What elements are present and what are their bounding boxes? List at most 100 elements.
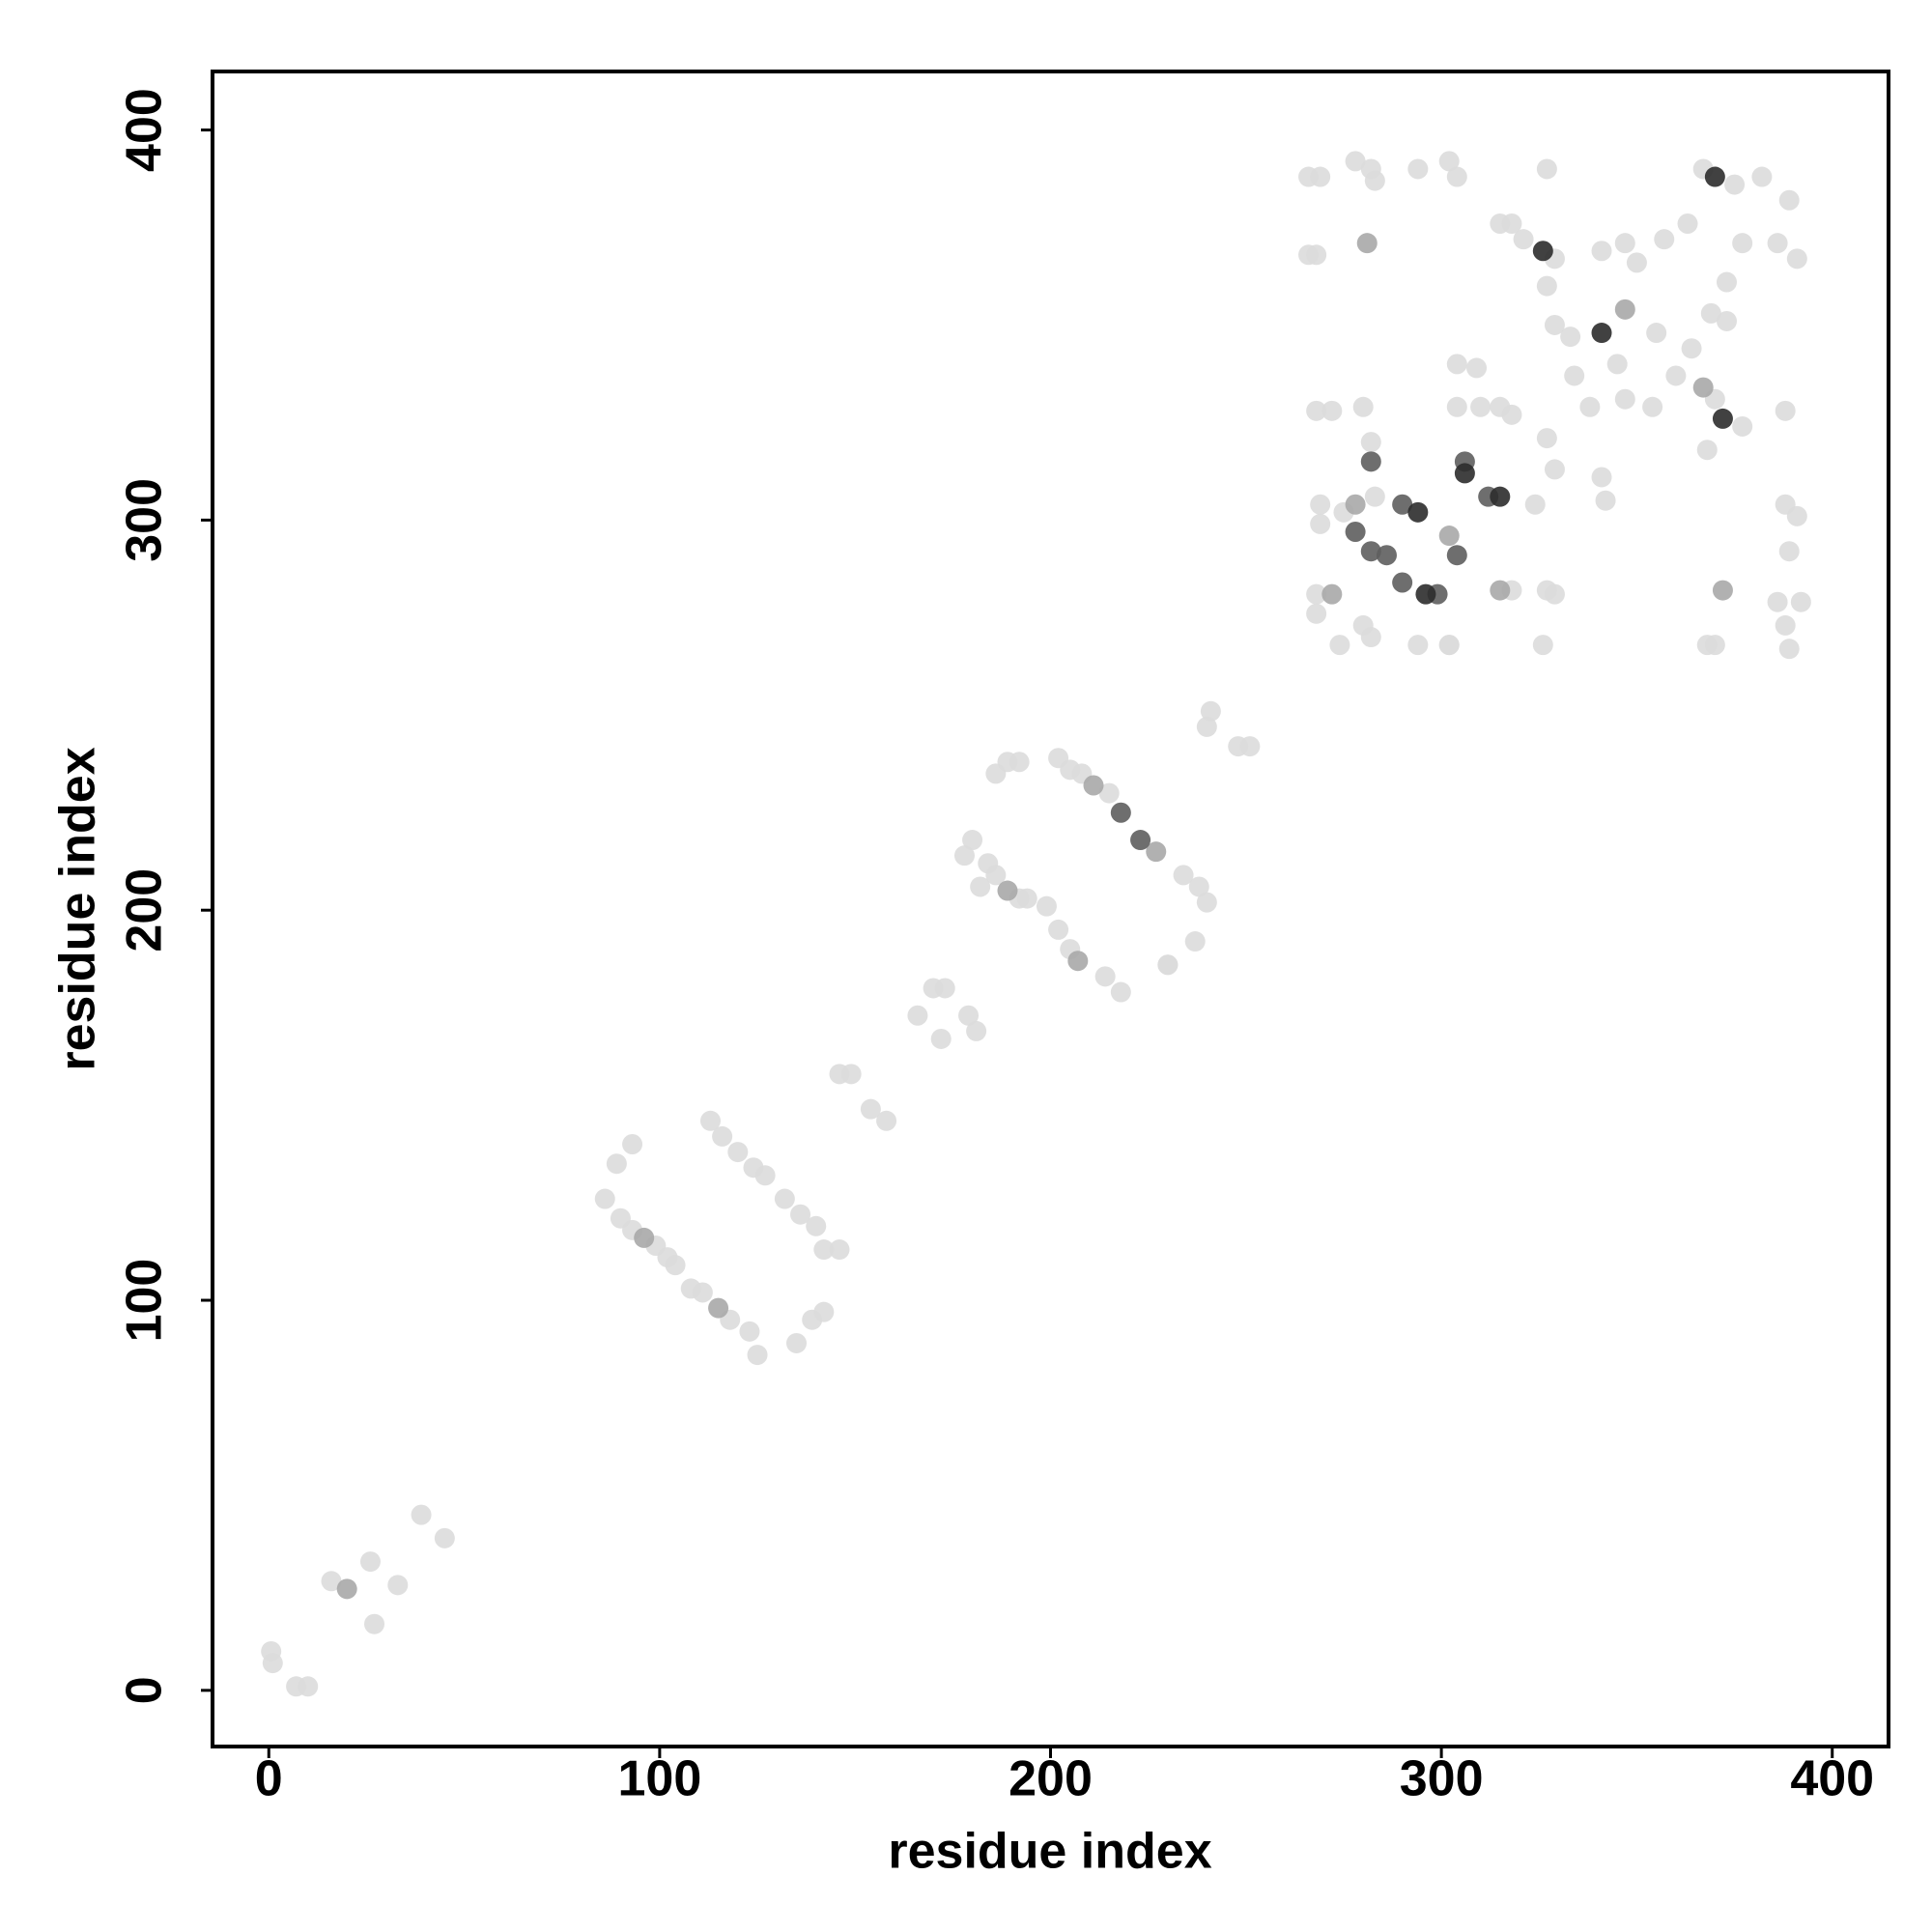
- point: [1536, 428, 1557, 449]
- point: [1446, 166, 1467, 187]
- x-axis-label: residue index: [888, 1824, 1211, 1880]
- point: [958, 1005, 980, 1026]
- point: [934, 978, 955, 999]
- point: [1544, 583, 1565, 605]
- point: [1067, 951, 1089, 972]
- x-tick-label: 100: [617, 1751, 701, 1807]
- point: [1146, 841, 1167, 863]
- point: [1700, 302, 1721, 324]
- point: [1732, 233, 1753, 254]
- point: [1098, 782, 1120, 804]
- point: [785, 1332, 807, 1353]
- point: [1536, 275, 1557, 297]
- point: [1681, 338, 1702, 359]
- point: [606, 1153, 627, 1175]
- point: [1786, 505, 1807, 526]
- point: [1407, 635, 1429, 656]
- point: [1466, 357, 1488, 379]
- point: [1677, 213, 1698, 234]
- point: [1360, 432, 1381, 453]
- point: [1130, 830, 1151, 851]
- point: [1376, 545, 1397, 566]
- point: [1345, 522, 1366, 543]
- point: [1110, 981, 1131, 1003]
- point: [985, 865, 1007, 886]
- point: [1321, 400, 1343, 421]
- point: [1536, 158, 1557, 180]
- point: [1732, 415, 1753, 437]
- point: [321, 1571, 342, 1592]
- point: [1306, 400, 1327, 421]
- point: [1239, 736, 1261, 757]
- point: [1564, 365, 1585, 386]
- point: [1595, 490, 1616, 511]
- x-tick-label: 300: [1400, 1751, 1484, 1807]
- point: [1591, 467, 1612, 488]
- point: [970, 876, 991, 897]
- point: [1407, 158, 1429, 180]
- point: [1716, 271, 1737, 293]
- point: [930, 1028, 952, 1049]
- point: [1048, 919, 1069, 940]
- point: [1306, 603, 1327, 624]
- y-tick-label: 0: [117, 1676, 173, 1704]
- point: [953, 845, 975, 867]
- point: [1345, 494, 1366, 515]
- point: [1532, 241, 1553, 262]
- point: [1501, 213, 1522, 234]
- point: [1513, 229, 1534, 250]
- point: [1614, 388, 1635, 410]
- point: [1560, 327, 1581, 348]
- point: [1184, 931, 1206, 952]
- point: [747, 1345, 768, 1366]
- point: [1626, 252, 1647, 273]
- x-tick-label: 200: [1009, 1751, 1093, 1807]
- point: [790, 1204, 811, 1225]
- point: [1446, 396, 1467, 417]
- point: [1438, 635, 1460, 656]
- point: [1345, 151, 1366, 172]
- point: [1360, 541, 1381, 562]
- point: [1173, 865, 1194, 886]
- point: [1724, 174, 1746, 195]
- y-tick-label: 400: [117, 88, 173, 172]
- point: [1407, 501, 1429, 523]
- point: [1036, 895, 1057, 917]
- point: [1196, 892, 1217, 913]
- point: [1646, 323, 1667, 344]
- point: [966, 1020, 987, 1041]
- point: [840, 1064, 862, 1085]
- point: [1490, 486, 1511, 507]
- point: [712, 1125, 733, 1147]
- point: [1767, 233, 1788, 254]
- point: [1490, 580, 1511, 601]
- point: [434, 1527, 455, 1548]
- point: [387, 1575, 409, 1596]
- point: [1775, 614, 1796, 636]
- point: [727, 1142, 749, 1163]
- point: [1200, 700, 1221, 722]
- point: [1364, 170, 1385, 191]
- point: [907, 1005, 928, 1026]
- point: [1775, 400, 1796, 421]
- point: [962, 830, 983, 851]
- point: [1544, 459, 1565, 480]
- point: [876, 1110, 897, 1131]
- point: [739, 1321, 760, 1342]
- point: [1544, 314, 1565, 335]
- y-tick-label: 200: [117, 868, 173, 952]
- point: [1614, 298, 1635, 320]
- point: [1392, 494, 1413, 515]
- point: [692, 1282, 713, 1303]
- point: [860, 1098, 881, 1120]
- point: [411, 1504, 432, 1525]
- point: [1767, 591, 1788, 612]
- point: [1438, 526, 1460, 547]
- point: [594, 1188, 615, 1209]
- point: [364, 1613, 385, 1634]
- point: [1364, 486, 1385, 507]
- point: [813, 1239, 835, 1261]
- point: [997, 880, 1018, 901]
- point: [1654, 229, 1675, 250]
